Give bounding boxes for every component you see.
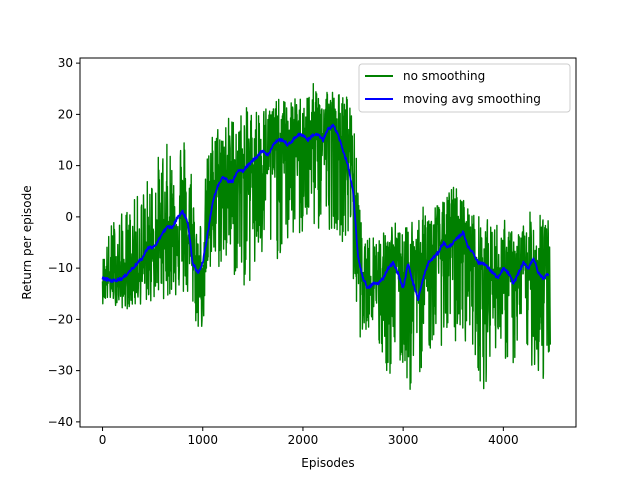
y-tick-label: 20 — [58, 107, 73, 121]
y-tick-label: −10 — [48, 261, 73, 275]
x-axis-label: Episodes — [301, 456, 354, 470]
x-tick-label: 0 — [99, 433, 107, 447]
x-tick-label: 2000 — [288, 433, 319, 447]
legend-box — [358, 63, 571, 113]
y-tick-label: −20 — [48, 312, 73, 326]
x-tick-label: 1000 — [187, 433, 218, 447]
y-tick-label: −30 — [48, 364, 73, 378]
y-tick-label: −40 — [48, 415, 73, 429]
x-tick-label: 4000 — [488, 433, 519, 447]
y-axis: −40 −30 −20 −10 0 10 20 30 — [48, 56, 80, 429]
y-tick-label: 0 — [65, 210, 73, 224]
legend-label-no-smoothing: no smoothing — [403, 69, 485, 83]
legend: no smoothing moving avg smoothing — [358, 63, 571, 113]
plot-frame — [79, 57, 577, 428]
x-tick-label: 3000 — [388, 433, 419, 447]
series-line-moving-avg-smoothing — [101, 123, 550, 302]
x-axis: 0 1000 2000 3000 4000 — [99, 427, 519, 447]
plot-lines — [101, 83, 551, 390]
y-tick-label: 30 — [58, 56, 73, 70]
y-axis-label: Return per episode — [20, 185, 34, 299]
series-line-no-smoothing — [101, 83, 551, 390]
y-tick-label: 10 — [58, 159, 73, 173]
legend-label-moving-avg: moving avg smoothing — [403, 92, 541, 106]
